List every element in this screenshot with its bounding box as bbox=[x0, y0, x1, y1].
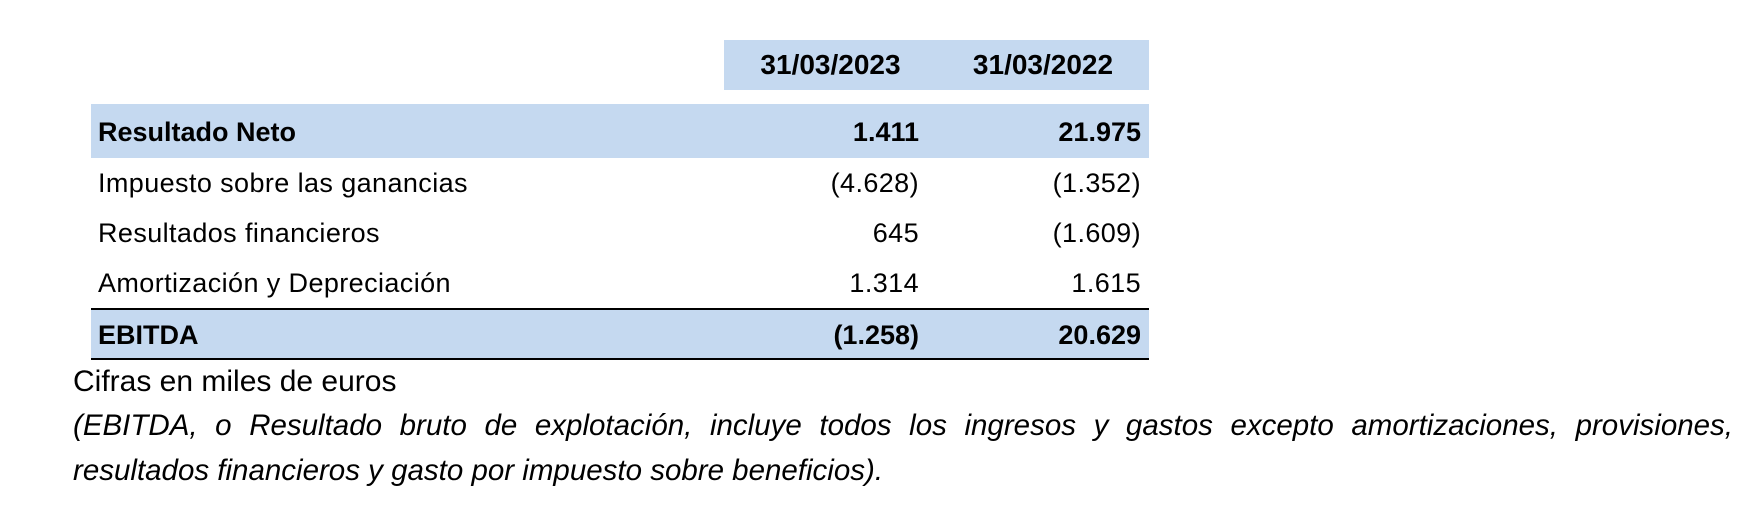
row-label: Amortización y Depreciación bbox=[98, 268, 451, 298]
table-row-ebitda: EBITDA (1.258) 20.629 bbox=[91, 308, 1149, 360]
row-label: Impuesto sobre las ganancias bbox=[98, 168, 468, 198]
value-2023: (4.628) bbox=[830, 168, 919, 198]
column-header-2022: 31/03/2022 bbox=[937, 40, 1149, 90]
table-header: 31/03/2023 31/03/2022 bbox=[91, 40, 1149, 90]
value-2023: (1.258) bbox=[833, 320, 919, 350]
table-row-amortizacion: Amortización y Depreciación 1.314 1.615 bbox=[91, 258, 1149, 308]
value-2023: 645 bbox=[872, 218, 919, 248]
value-2022: (1.352) bbox=[1052, 168, 1141, 198]
value-2022: (1.609) bbox=[1052, 218, 1141, 248]
ebitda-table: 31/03/2023 31/03/2022 Resultado Neto 1.4… bbox=[91, 40, 1149, 360]
ebitda-explanation: (EBITDA, o Resultado bruto de explotació… bbox=[73, 409, 1733, 487]
table-row-resultados-financieros: Resultados financieros 645 (1.609) bbox=[91, 208, 1149, 258]
row-label: Resultado Neto bbox=[98, 117, 297, 147]
value-2022: 20.629 bbox=[1058, 320, 1141, 350]
value-2023: 1.411 bbox=[852, 117, 919, 147]
value-2023: 1.314 bbox=[849, 268, 919, 298]
row-label: Resultados financieros bbox=[98, 218, 380, 248]
column-header-2023: 31/03/2023 bbox=[724, 40, 937, 90]
value-2022: 1.615 bbox=[1071, 268, 1141, 298]
table-row-impuesto: Impuesto sobre las ganancias (4.628) (1.… bbox=[91, 158, 1149, 208]
units-note: Cifras en miles de euros bbox=[73, 365, 397, 398]
value-2022: 21.975 bbox=[1058, 117, 1141, 147]
row-label: EBITDA bbox=[98, 320, 199, 350]
table-row-resultado-neto: Resultado Neto 1.411 21.975 bbox=[91, 104, 1149, 158]
